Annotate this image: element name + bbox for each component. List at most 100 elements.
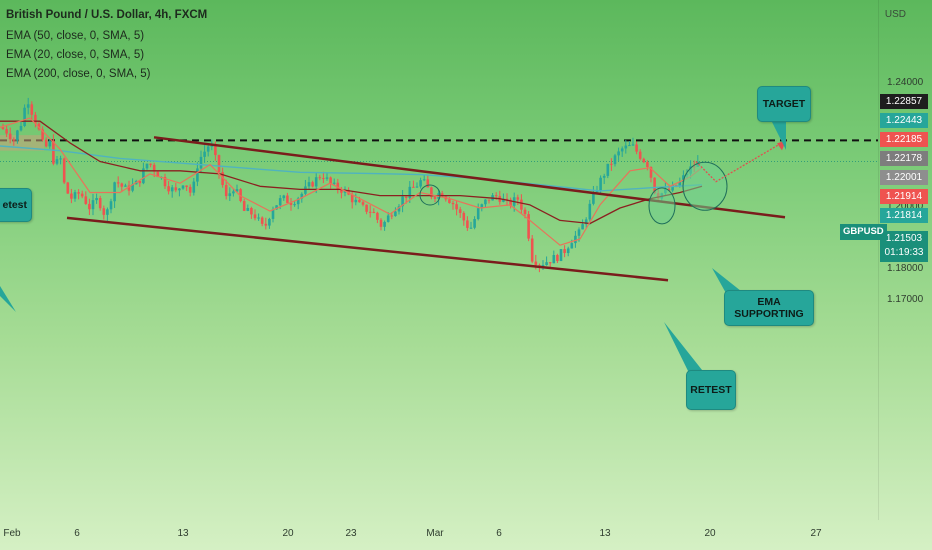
candle-body	[520, 199, 523, 210]
support-trendline	[66, 216, 669, 282]
candle-body	[358, 199, 361, 203]
candle-body	[386, 215, 390, 222]
candle-body	[581, 224, 584, 230]
candle-body	[592, 192, 595, 204]
candle-body	[516, 197, 520, 200]
candle-body	[653, 177, 656, 194]
candle-body	[354, 199, 358, 203]
candle-body	[242, 201, 246, 211]
candle-body	[458, 209, 462, 213]
candle-body	[19, 125, 23, 131]
price-tag: 1.22857	[880, 94, 928, 109]
candle-body	[588, 203, 592, 220]
candle-body	[426, 179, 430, 188]
candle-body	[66, 182, 70, 194]
candle-body	[606, 163, 610, 176]
candle-body	[332, 182, 336, 184]
candle-body	[5, 129, 8, 134]
ema50-legend[interactable]: EMA (50, close, 0, SMA, 5)	[6, 30, 145, 42]
target-callout[interactable]: TARGET	[757, 86, 811, 122]
ema-supporting-callout[interactable]: EMA SUPPORTING	[724, 290, 814, 326]
candle-body	[167, 186, 170, 192]
candle-body	[646, 162, 649, 167]
candle-body	[12, 139, 16, 141]
candle-body	[120, 183, 124, 187]
candle-body	[102, 208, 106, 215]
ema200-legend[interactable]: EMA (200, close, 0, SMA, 5)	[6, 68, 151, 80]
candle-body	[181, 185, 185, 189]
candle-body	[250, 208, 253, 215]
resistance-trendline	[153, 136, 786, 219]
candle-body	[473, 219, 476, 228]
candle-body	[109, 201, 113, 210]
candle-body	[502, 198, 505, 202]
candle-body	[145, 163, 149, 169]
candle-body	[203, 151, 206, 157]
candle-body	[404, 196, 408, 198]
candle-body	[548, 262, 552, 264]
price-tick-label: 1.24000	[887, 77, 924, 88]
retest-pointer	[664, 322, 706, 375]
candle-body	[138, 180, 142, 184]
candle-body	[199, 156, 203, 169]
price-tick-label: 1.20000	[887, 201, 924, 212]
candle-body	[23, 107, 26, 126]
candle-body	[390, 215, 394, 217]
candle-body	[545, 262, 548, 266]
candle-body	[480, 204, 484, 209]
breakout-circle	[419, 184, 441, 206]
time-tick-label: 20	[282, 528, 294, 539]
candle-body	[275, 205, 278, 210]
candle-body	[397, 206, 401, 212]
candle-body	[268, 218, 271, 226]
retest-callout[interactable]: RETEST	[686, 370, 736, 410]
candle-body	[192, 181, 196, 193]
candle-body	[296, 198, 300, 205]
candle-body	[559, 249, 563, 261]
candle-body	[178, 188, 181, 191]
left-retest-callout[interactable]: etest	[0, 188, 32, 222]
candle-body	[282, 195, 286, 199]
time-tick-label: Mar	[426, 528, 444, 539]
projection-arrow	[695, 139, 787, 183]
target-pointer	[770, 118, 786, 150]
candle-body	[628, 145, 631, 147]
ema-support-circle	[682, 161, 728, 211]
price-tick-label: 1.17000	[887, 294, 924, 305]
candle-body	[62, 158, 66, 183]
candle-body	[476, 208, 480, 220]
candle-body	[253, 214, 257, 219]
time-tick-label: 6	[496, 528, 502, 539]
candle-body	[530, 238, 534, 262]
candle-body	[322, 178, 325, 180]
candle-body	[401, 196, 404, 207]
candle-body	[116, 182, 120, 184]
candle-body	[563, 249, 566, 254]
candle-body	[462, 212, 466, 221]
candle-body	[210, 145, 214, 147]
candle-body	[232, 191, 235, 194]
candle-body	[30, 104, 34, 115]
candle-body	[574, 235, 577, 244]
time-tick-label: 6	[74, 528, 80, 539]
ema20-legend[interactable]: EMA (20, close, 0, SMA, 5)	[6, 49, 145, 61]
time-tick-label: 13	[599, 528, 611, 539]
candle-body	[88, 203, 91, 210]
candle-body	[469, 227, 473, 229]
candle-body	[311, 182, 314, 187]
candle-body	[422, 179, 426, 181]
candle-body	[613, 155, 617, 165]
last-price-value: 1.21503	[885, 233, 923, 244]
price-axis-divider	[878, 0, 879, 520]
candle-body	[682, 175, 685, 183]
candle-body	[455, 204, 458, 210]
candle-body	[671, 185, 674, 191]
candle-body	[91, 200, 95, 210]
candle-body	[174, 187, 178, 191]
bar-countdown: 01:19:33	[884, 247, 924, 258]
candle-body	[340, 189, 343, 193]
candle-body	[440, 193, 444, 197]
candle-body	[419, 180, 422, 187]
